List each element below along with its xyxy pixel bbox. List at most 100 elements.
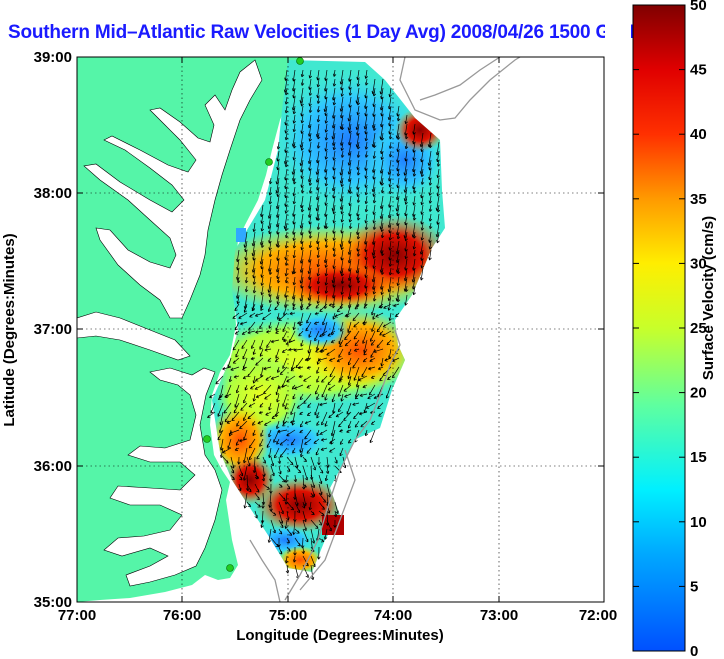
velocity-vector-arrow bbox=[246, 501, 252, 508]
velocity-vector-arrow bbox=[356, 276, 361, 284]
velocity-vector-arrow bbox=[271, 411, 280, 419]
velocity-vector-arrow bbox=[310, 474, 315, 489]
velocity-vector-arrow bbox=[348, 78, 352, 90]
velocity-vector-arrow bbox=[222, 456, 229, 464]
bathymetry-contours bbox=[249, 57, 521, 602]
velocity-vector-arrow bbox=[232, 357, 240, 364]
velocity-vector-arrow bbox=[372, 87, 377, 97]
velocity-vector-arrow bbox=[353, 348, 360, 352]
velocity-vector-arrow bbox=[298, 374, 304, 379]
velocity-vector-arrow bbox=[420, 204, 424, 215]
velocity-vector-arrow bbox=[299, 411, 304, 416]
velocity-vector-arrow bbox=[340, 276, 345, 284]
velocity-vector-arrow bbox=[244, 267, 249, 275]
velocity-vector-arrow bbox=[265, 411, 272, 416]
velocity-vector-arrow bbox=[224, 393, 232, 399]
velocity-vector-arrow bbox=[263, 366, 272, 371]
velocity-vector-arrow bbox=[247, 411, 256, 419]
velocity-vector-arrow bbox=[377, 366, 384, 371]
velocity-vector-arrow bbox=[364, 78, 369, 86]
velocity-vector-arrow bbox=[340, 393, 344, 402]
velocity-vector-arrow bbox=[276, 276, 281, 284]
velocity-vector-arrow bbox=[316, 285, 321, 295]
velocity-vector-arrow bbox=[284, 402, 288, 410]
velocity-vector-arrow bbox=[284, 204, 288, 214]
velocity-vector-arrow bbox=[364, 429, 369, 437]
velocity-vector-arrow bbox=[369, 357, 376, 363]
velocity-vector-arrow bbox=[336, 303, 344, 312]
velocity-vector-arrow bbox=[219, 420, 224, 434]
velocity-vector-arrow bbox=[362, 357, 368, 363]
velocity-vector-arrow bbox=[284, 87, 289, 96]
colorbar-tick-label: 50 bbox=[690, 0, 707, 14]
velocity-vector-arrow bbox=[276, 312, 281, 320]
velocity-vector-arrow bbox=[327, 375, 336, 385]
velocity-vector-arrow bbox=[284, 474, 289, 483]
velocity-vector-arrow bbox=[292, 213, 296, 225]
velocity-vector-arrow bbox=[278, 465, 282, 475]
velocity-vector-arrow bbox=[285, 339, 296, 346]
velocity-vector-arrow bbox=[324, 123, 329, 133]
velocity-vector-arrow bbox=[260, 222, 265, 232]
velocity-vector-arrow bbox=[339, 447, 344, 457]
velocity-vector-arrow bbox=[372, 204, 376, 215]
velocity-vector-arrow bbox=[264, 393, 272, 400]
velocity-vector-arrow bbox=[239, 438, 248, 443]
velocity-vector-arrow bbox=[286, 510, 290, 521]
velocity-vector-arrow bbox=[292, 555, 297, 563]
velocity-vector-arrow bbox=[428, 204, 433, 212]
velocity-vector-arrow bbox=[294, 501, 301, 514]
velocity-vector-arrow bbox=[334, 456, 338, 464]
colorbar-tick-label: 25 bbox=[690, 320, 707, 337]
velocity-vector-arrow bbox=[300, 204, 305, 213]
velocity-vector-arrow bbox=[292, 114, 297, 124]
velocity-vector-arrow bbox=[316, 267, 321, 277]
velocity-vector-arrow bbox=[324, 240, 329, 249]
velocity-vector-arrow bbox=[268, 267, 273, 275]
velocity-vector-arrow bbox=[340, 87, 344, 97]
velocity-vector-arrow bbox=[260, 276, 264, 286]
velocity-vector-arrow bbox=[332, 141, 337, 151]
velocity-vector-arrow bbox=[316, 132, 321, 140]
velocity-vector-arrow bbox=[290, 402, 296, 416]
colorbar-tick-label: 20 bbox=[690, 385, 707, 402]
velocity-vector-arrow bbox=[300, 303, 304, 311]
velocity-vector-arrow bbox=[356, 150, 361, 158]
velocity-vector-arrow bbox=[318, 483, 323, 496]
velocity-vector-arrow bbox=[332, 222, 336, 234]
velocity-vector-arrow bbox=[276, 393, 280, 403]
velocity-vector-arrow bbox=[324, 267, 329, 277]
velocity-vector-arrow bbox=[380, 231, 385, 239]
velocity-vector-arrow bbox=[300, 177, 304, 188]
velocity-vector-arrow bbox=[344, 339, 352, 347]
velocity-vector-arrow bbox=[293, 384, 304, 390]
velocity-vector-arrow bbox=[234, 303, 240, 311]
velocity-vector-arrow bbox=[300, 78, 305, 86]
velocity-vector-arrow bbox=[319, 348, 328, 353]
velocity-vector-arrow bbox=[428, 213, 433, 222]
velocity-vector-arrow bbox=[412, 141, 416, 153]
velocity-vector-arrow bbox=[367, 393, 376, 400]
velocity-vector-arrow bbox=[364, 186, 369, 196]
velocity-vector-arrow bbox=[347, 321, 352, 333]
velocity-vector-arrow bbox=[302, 492, 307, 507]
velocity-vector-arrow bbox=[292, 150, 296, 161]
velocity-vector-arrow bbox=[245, 474, 250, 491]
velocity-vector-arrow bbox=[420, 249, 424, 261]
velocity-vector-arrow bbox=[308, 186, 313, 194]
velocity-vector-arrow bbox=[243, 465, 248, 481]
velocity-vector-arrow bbox=[375, 312, 384, 318]
velocity-vector-arrow bbox=[324, 186, 328, 198]
velocity-vector-arrow bbox=[234, 393, 240, 408]
velocity-vector-arrow bbox=[242, 375, 248, 380]
velocity-vector-arrow bbox=[286, 465, 291, 472]
velocity-vector-arrow bbox=[207, 411, 216, 419]
velocity-vector-arrow bbox=[270, 519, 276, 534]
velocity-vector-arrow bbox=[318, 474, 323, 485]
velocity-vector-arrow bbox=[372, 195, 377, 204]
velocity-vector-arrow bbox=[324, 285, 329, 294]
velocity-vector-arrow bbox=[334, 501, 339, 514]
velocity-vector-arrow bbox=[282, 338, 288, 343]
velocity-vector-arrow bbox=[278, 546, 283, 555]
velocity-vector-arrow bbox=[310, 528, 315, 544]
